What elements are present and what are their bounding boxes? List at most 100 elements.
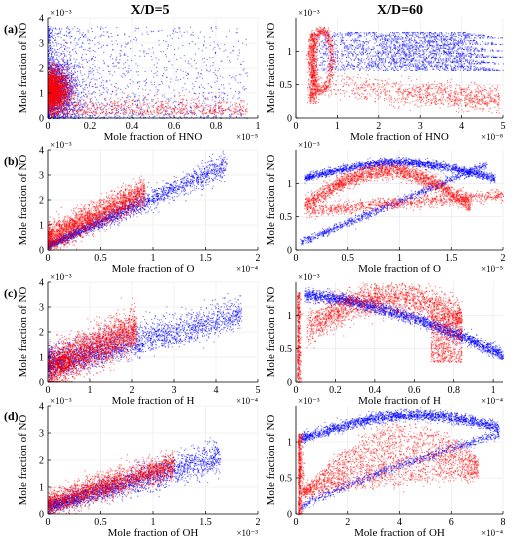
scatter-point-blue <box>224 44 225 45</box>
scatter-point-blue <box>79 65 80 66</box>
scatter-point-blue <box>173 31 174 32</box>
scatter-point-blue <box>137 28 138 29</box>
scatter-point-blue <box>168 44 169 45</box>
scatter-point-blue <box>93 50 94 51</box>
scatter-point-blue <box>81 96 82 97</box>
scatter-point-blue <box>233 46 234 47</box>
scatter-point-blue <box>75 45 76 46</box>
scatter-point-blue <box>83 104 84 105</box>
scatter-point-blue <box>65 75 66 76</box>
scatter-point-blue <box>76 113 77 114</box>
scatter-point-blue <box>93 91 94 92</box>
scatter-point-blue <box>203 45 204 46</box>
scatter-point-blue <box>90 67 91 68</box>
scatter-point-blue <box>111 33 112 34</box>
scatter-point-blue <box>172 64 173 65</box>
scatter-point-blue <box>206 69 207 70</box>
scatter-point-blue <box>88 32 89 33</box>
scatter-point-blue <box>219 100 220 101</box>
scatter-point-blue <box>69 67 70 68</box>
scatter-point-blue <box>69 99 70 100</box>
scatter-point-blue <box>64 70 65 71</box>
scatter-point-blue <box>126 102 127 103</box>
scatter-point-blue <box>217 44 218 45</box>
scatter-point-blue <box>68 107 69 108</box>
scatter-point-blue <box>229 116 230 117</box>
scatter-point-blue <box>189 43 190 44</box>
scatter-point-blue <box>108 36 109 37</box>
scatter-point-blue <box>183 77 184 78</box>
scatter-point-blue <box>116 94 117 95</box>
scatter-point-blue <box>70 38 71 39</box>
scatter-point-blue <box>146 32 147 33</box>
scatter-point-blue <box>140 51 141 52</box>
scatter-point-blue <box>96 104 97 105</box>
scatter-point-blue <box>191 34 192 35</box>
scatter-point-blue <box>50 48 51 49</box>
scatter-point-blue <box>146 27 147 28</box>
scatter-point-blue <box>199 76 200 77</box>
scatter-point-blue <box>74 48 75 49</box>
scatter-point-blue <box>95 92 96 93</box>
scatter-point-blue <box>187 31 188 32</box>
scatter-point-blue <box>191 116 192 117</box>
scatter-point-blue <box>53 38 54 39</box>
scatter-point-blue <box>88 91 89 92</box>
scatter-point-blue <box>82 106 83 107</box>
scatter-point-blue <box>145 80 146 81</box>
scatter-point-blue <box>58 66 59 67</box>
scatter-point-blue <box>243 61 244 62</box>
scatter-point-blue <box>58 52 59 53</box>
scatter-point-blue <box>70 72 71 73</box>
scatter-point-blue <box>52 35 53 36</box>
scatter-point-blue <box>130 83 131 84</box>
scatter-point-blue <box>207 70 208 71</box>
scatter-point-blue <box>235 75 236 76</box>
scatter-point-blue <box>89 82 90 83</box>
scatter-point-blue <box>89 86 90 87</box>
scatter-point-blue <box>67 26 68 27</box>
scatter-point-red <box>54 61 55 62</box>
scatter-point-blue <box>200 116 201 117</box>
scatter-point-blue <box>198 97 199 98</box>
scatter-point-blue <box>166 108 167 109</box>
scatter-point-blue <box>91 28 92 29</box>
scatter-point-blue <box>85 111 86 112</box>
scatter-point-blue <box>57 49 58 50</box>
scatter-point-blue <box>175 101 176 102</box>
scatter-point-blue <box>240 82 241 83</box>
scatter-point-blue <box>193 32 194 33</box>
scatter-point-blue <box>79 29 80 30</box>
scatter-point-blue <box>130 48 131 49</box>
scatter-point-blue <box>120 50 121 51</box>
scatter-point-blue <box>82 107 83 108</box>
scatter-point-blue <box>179 96 180 97</box>
scatter-point-blue <box>49 60 50 61</box>
scatter-point-blue <box>163 73 164 74</box>
scatter-point-blue <box>68 116 69 117</box>
scatter-point-blue <box>101 94 102 95</box>
scatter-point-blue <box>246 39 247 40</box>
scatter-point-blue <box>135 104 136 105</box>
scatter-point-blue <box>211 92 212 93</box>
scatter-point-blue <box>107 32 108 33</box>
scatter-point-blue <box>111 41 112 42</box>
scatter-point-blue <box>69 111 70 112</box>
scatter-point-blue <box>88 74 89 75</box>
scatter-point-blue <box>67 47 68 48</box>
scatter-point-blue <box>135 30 136 31</box>
scatter-point-blue <box>50 47 51 48</box>
scatter-point-blue <box>75 62 76 63</box>
scatter-point-blue <box>155 116 156 117</box>
scatter-point-blue <box>74 59 75 60</box>
scatter-point-blue <box>166 70 167 71</box>
scatter-point-blue <box>93 74 94 75</box>
scatter-point-blue <box>166 67 167 68</box>
scatter-point-blue <box>199 93 200 94</box>
scatter-point-blue <box>129 36 130 37</box>
scatter-point-blue <box>106 114 107 115</box>
scatter-point-blue <box>78 94 79 95</box>
scatter-point-blue <box>158 84 159 85</box>
scatter-point-blue <box>92 86 93 87</box>
scatter-point-blue <box>137 83 138 84</box>
